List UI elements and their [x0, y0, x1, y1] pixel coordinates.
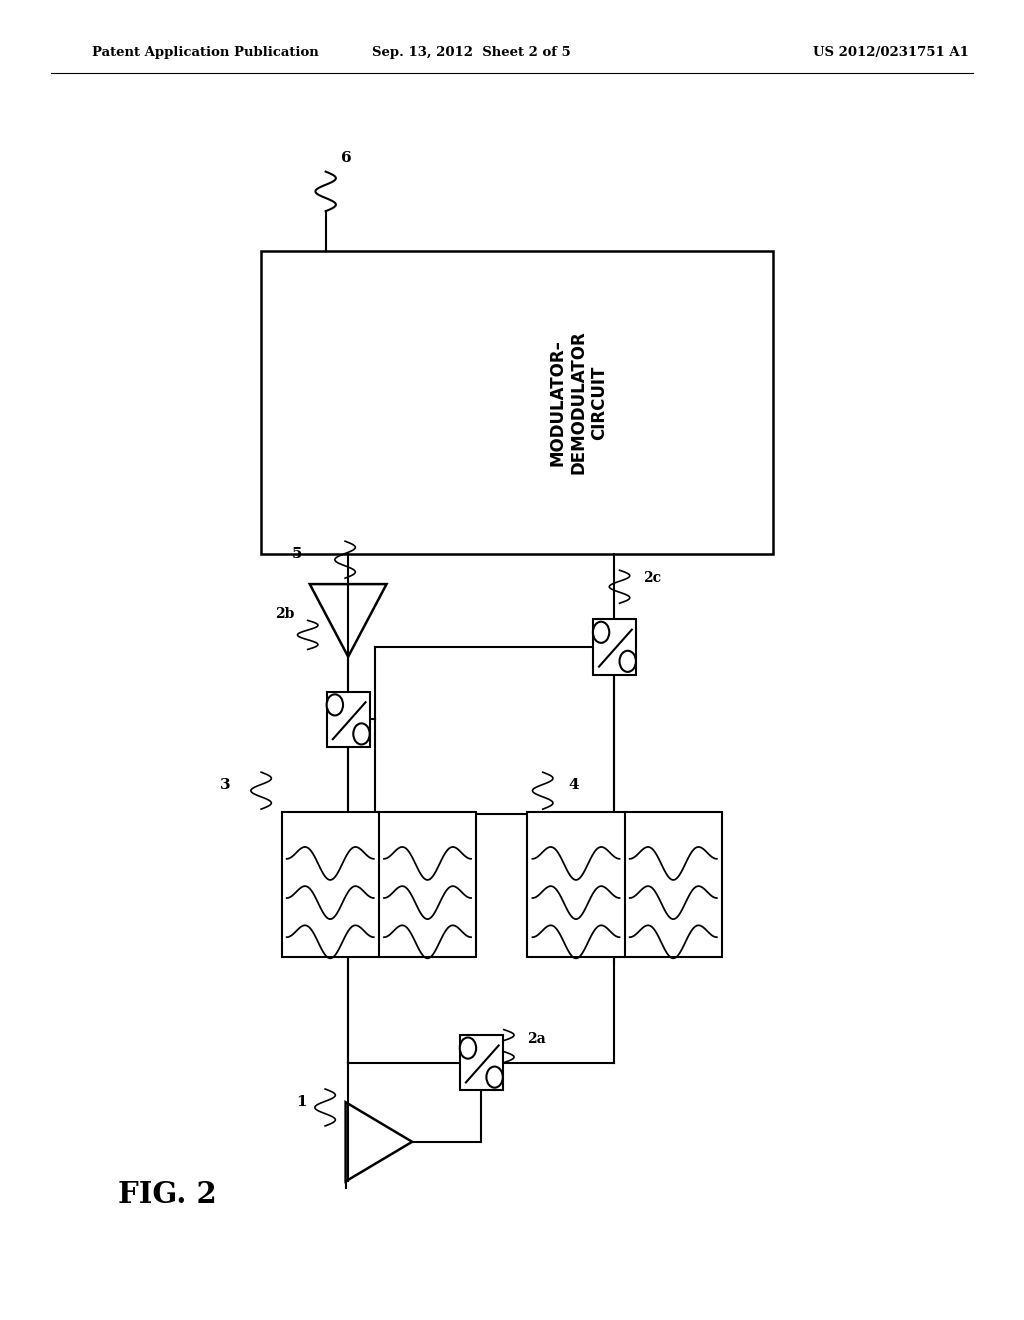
Text: FIG. 2: FIG. 2 — [118, 1180, 216, 1209]
Text: Sep. 13, 2012  Sheet 2 of 5: Sep. 13, 2012 Sheet 2 of 5 — [372, 46, 570, 59]
Text: 1: 1 — [297, 1096, 307, 1109]
Bar — [261, 251, 773, 554]
Circle shape — [593, 622, 609, 643]
Text: 4: 4 — [568, 779, 579, 792]
Text: 2b: 2b — [275, 607, 295, 620]
Text: US 2012/0231751 A1: US 2012/0231751 A1 — [813, 46, 969, 59]
Circle shape — [327, 694, 343, 715]
Text: 5: 5 — [292, 548, 302, 561]
Bar — [593, 619, 636, 675]
Circle shape — [620, 651, 636, 672]
Text: Patent Application Publication: Patent Application Publication — [92, 46, 318, 59]
Text: 6: 6 — [341, 152, 351, 165]
Text: 3: 3 — [220, 779, 230, 792]
Circle shape — [486, 1067, 503, 1088]
Circle shape — [353, 723, 370, 744]
Bar — [460, 1035, 503, 1090]
Bar — [327, 692, 370, 747]
Text: 2c: 2c — [643, 572, 662, 585]
Text: MODULATOR–
DEMODULATOR
CIRCUIT: MODULATOR– DEMODULATOR CIRCUIT — [549, 331, 608, 474]
Bar — [282, 812, 476, 957]
Circle shape — [460, 1038, 476, 1059]
Bar — [527, 812, 722, 957]
Text: 2a: 2a — [527, 1032, 546, 1045]
